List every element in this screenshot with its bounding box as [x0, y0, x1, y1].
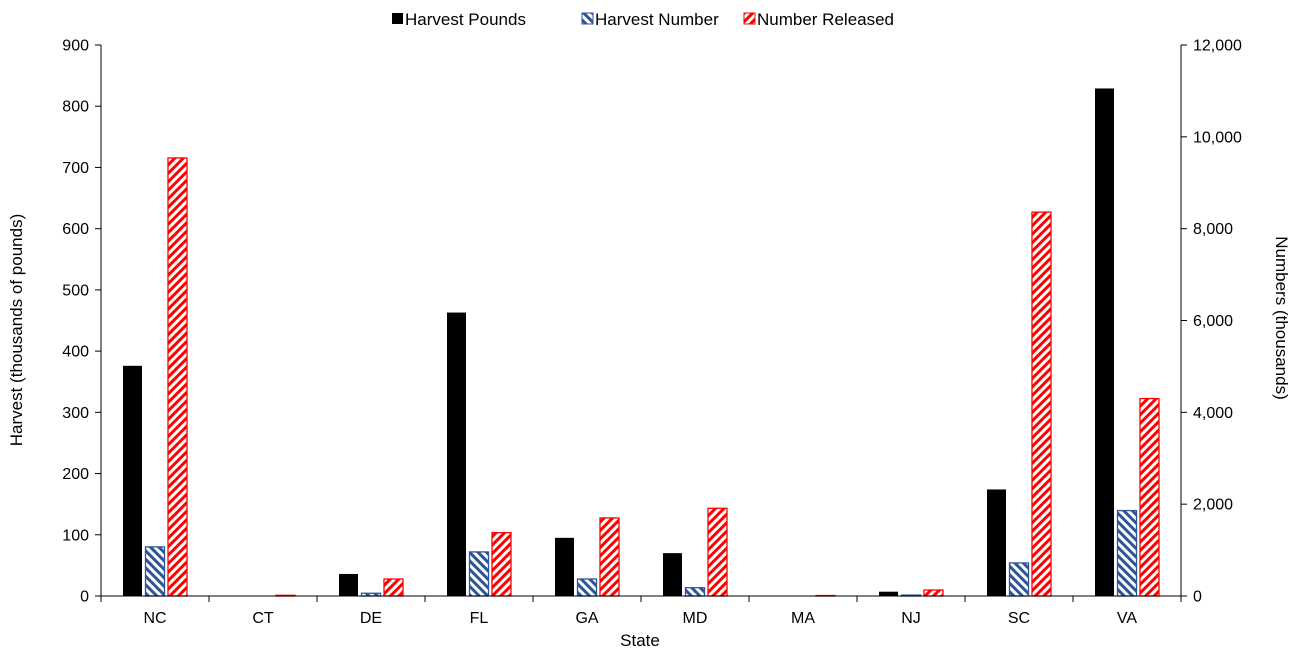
- plot-area: [123, 88, 1160, 597]
- y-left-tick-label: 700: [62, 160, 89, 177]
- legend-swatch-harvest-pounds: [392, 13, 403, 24]
- x-axis-title: State: [620, 631, 660, 650]
- bar-harvest-number-nc: [144, 546, 166, 597]
- bar-harvest-pounds-va: [1095, 88, 1114, 596]
- y-right-tick-label: 2,000: [1193, 497, 1233, 514]
- bar-harvest-pounds-fl: [447, 312, 466, 596]
- legend-label-harvest-pounds: Harvest Pounds: [405, 10, 526, 29]
- bar-harvest-pounds-nc: [123, 365, 142, 596]
- bar-number-released-ga: [599, 517, 620, 597]
- y-left-tick-label: 800: [62, 99, 89, 116]
- y-right-tick-label: 8,000: [1193, 221, 1233, 238]
- bar-harvest-pounds-de: [339, 573, 358, 596]
- x-tick-label-ct: CT: [252, 610, 274, 627]
- y-left-tick-label: 300: [62, 405, 89, 422]
- bar-harvest-number-md: [684, 587, 706, 597]
- bar-number-released-md: [707, 507, 728, 597]
- bar-harvest-pounds-md: [663, 553, 682, 596]
- y-right-tick-label: 12,000: [1193, 38, 1242, 55]
- y-left-tick-label: 500: [62, 282, 89, 299]
- legend: Harvest Pounds Harvest Number Number Relea…: [392, 10, 894, 29]
- y-axis-right-title: Numbers (thousands): [1272, 236, 1291, 399]
- bar-harvest-number-fl: [468, 551, 490, 597]
- y-right-tick-label: 0: [1193, 589, 1202, 606]
- bar-number-released-nc: [167, 157, 188, 597]
- bar-number-released-sc: [1031, 211, 1052, 597]
- bar-harvest-pounds-nj: [879, 591, 898, 596]
- bar-number-released-va: [1139, 397, 1160, 597]
- y-left-tick-label: 600: [62, 221, 89, 238]
- x-tick-label-ma: MA: [791, 610, 815, 627]
- bar-harvest-number-sc: [1008, 562, 1030, 597]
- y-left-tick-label: 400: [62, 344, 89, 361]
- y-left-tick-label: 100: [62, 527, 89, 544]
- axes: Harvest (thousands of pounds) Numbers (t…: [7, 38, 1291, 651]
- x-tick-label-nc: NC: [143, 610, 166, 627]
- legend-swatch-number-released: [743, 12, 756, 25]
- bar-number-released-nj: [923, 589, 944, 597]
- x-tick-label-de: DE: [360, 610, 382, 627]
- x-tick-label-fl: FL: [470, 610, 489, 627]
- bar-number-released-fl: [491, 531, 512, 597]
- y-axis-left-title: Harvest (thousands of pounds): [7, 214, 26, 446]
- y-left-tick-label: 900: [62, 38, 89, 55]
- bar-harvest-pounds-sc: [987, 489, 1006, 596]
- y-right-tick-label: 4,000: [1193, 405, 1233, 422]
- x-tick-label-va: VA: [1117, 610, 1137, 627]
- legend-label-harvest-number: Harvest Number: [595, 10, 719, 29]
- bar-number-released-de: [383, 578, 404, 597]
- x-tick-label-nj: NJ: [901, 610, 921, 627]
- legend-label-number-released: Number Released: [757, 10, 894, 29]
- x-tick-label-ga: GA: [575, 610, 598, 627]
- y-right-tick-label: 6,000: [1193, 313, 1233, 330]
- y-right-tick-label: 10,000: [1193, 129, 1242, 146]
- bar-harvest-number-ga: [576, 578, 598, 597]
- x-tick-label-md: MD: [683, 610, 708, 627]
- bar-harvest-pounds-ga: [555, 537, 574, 596]
- x-tick-label-sc: SC: [1008, 610, 1030, 627]
- bar-harvest-number-va: [1116, 509, 1138, 597]
- y-left-tick-label: 0: [80, 589, 89, 606]
- y-left-tick-label: 200: [62, 466, 89, 483]
- legend-swatch-harvest-number: [581, 12, 594, 25]
